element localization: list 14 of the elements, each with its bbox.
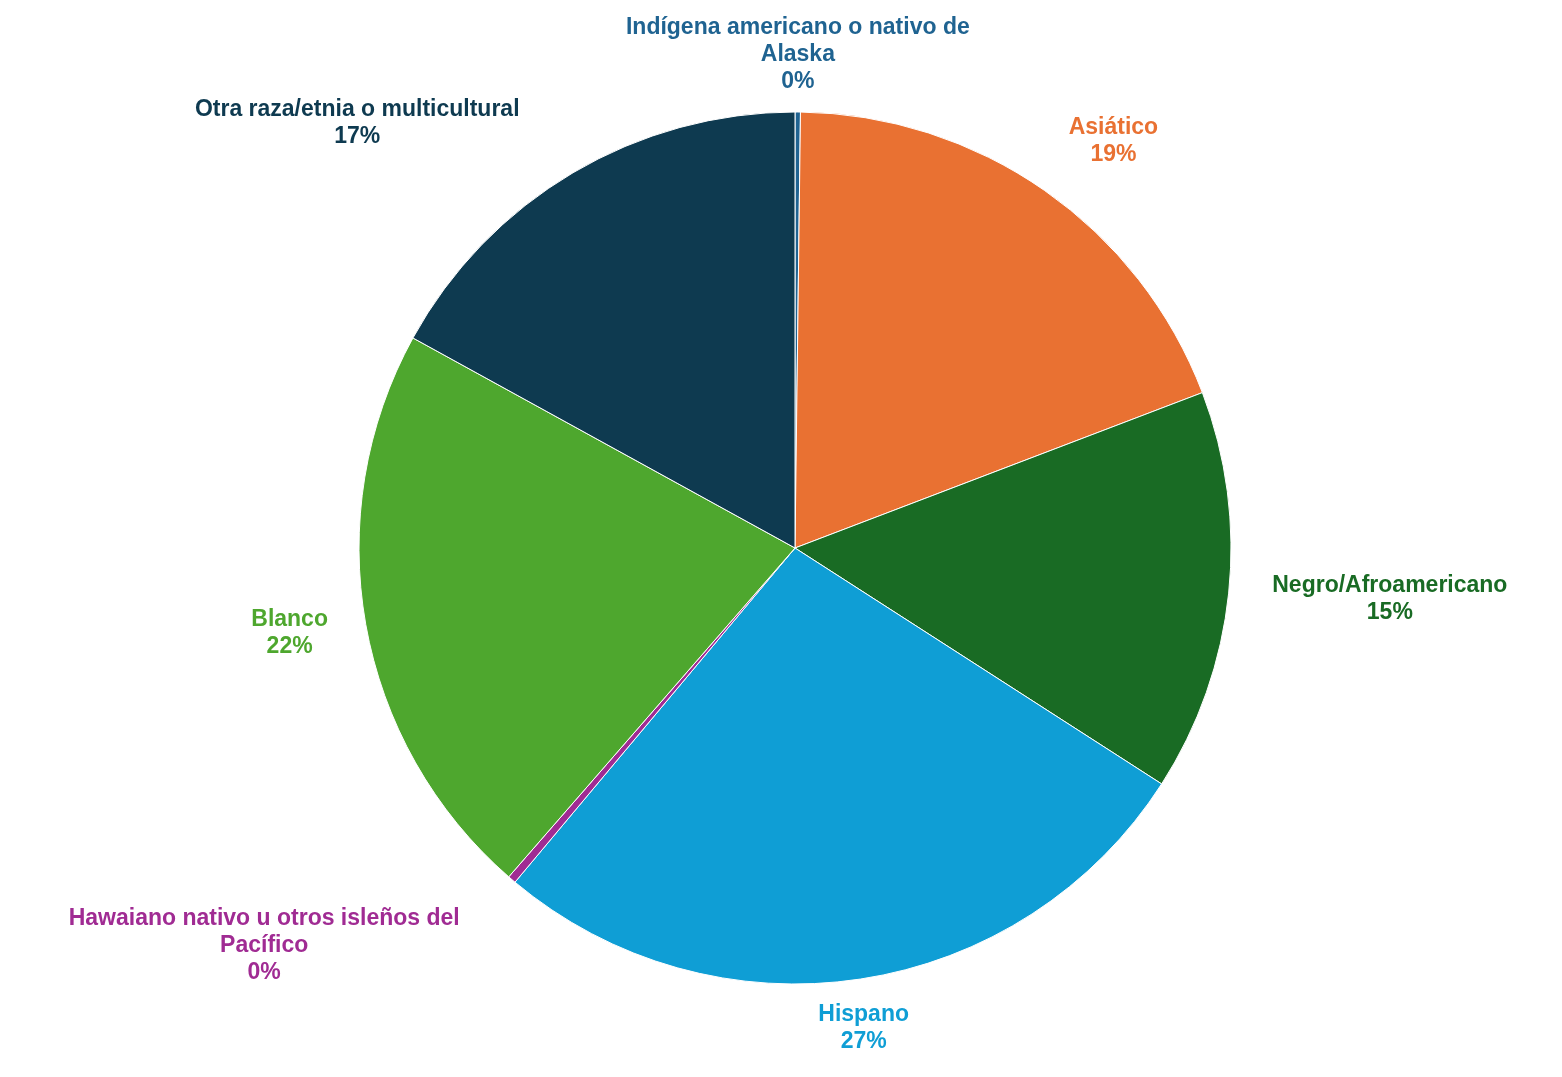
slice-label: Blanco <box>251 604 328 631</box>
slice-label: Otra raza/etnia o multicultural <box>194 95 520 122</box>
data-label: 19% <box>1090 139 1137 166</box>
data-label: 0% <box>781 67 815 94</box>
data-label: 22% <box>266 631 313 658</box>
data-label: 0% <box>247 957 281 984</box>
data-label: 15% <box>1366 597 1413 624</box>
slice-label: Asiático <box>1068 112 1159 139</box>
slice-label: Negro/Afroamericano <box>1272 570 1508 597</box>
slice-label: Hispano <box>818 1000 910 1027</box>
slice-label: Hawaiano nativo u otros isleños del Pacífico <box>68 903 460 957</box>
data-label: 17% <box>334 122 381 149</box>
data-label: 27% <box>840 1027 887 1054</box>
slice-label: Indígena americano o nativo de Alaska <box>625 13 970 67</box>
